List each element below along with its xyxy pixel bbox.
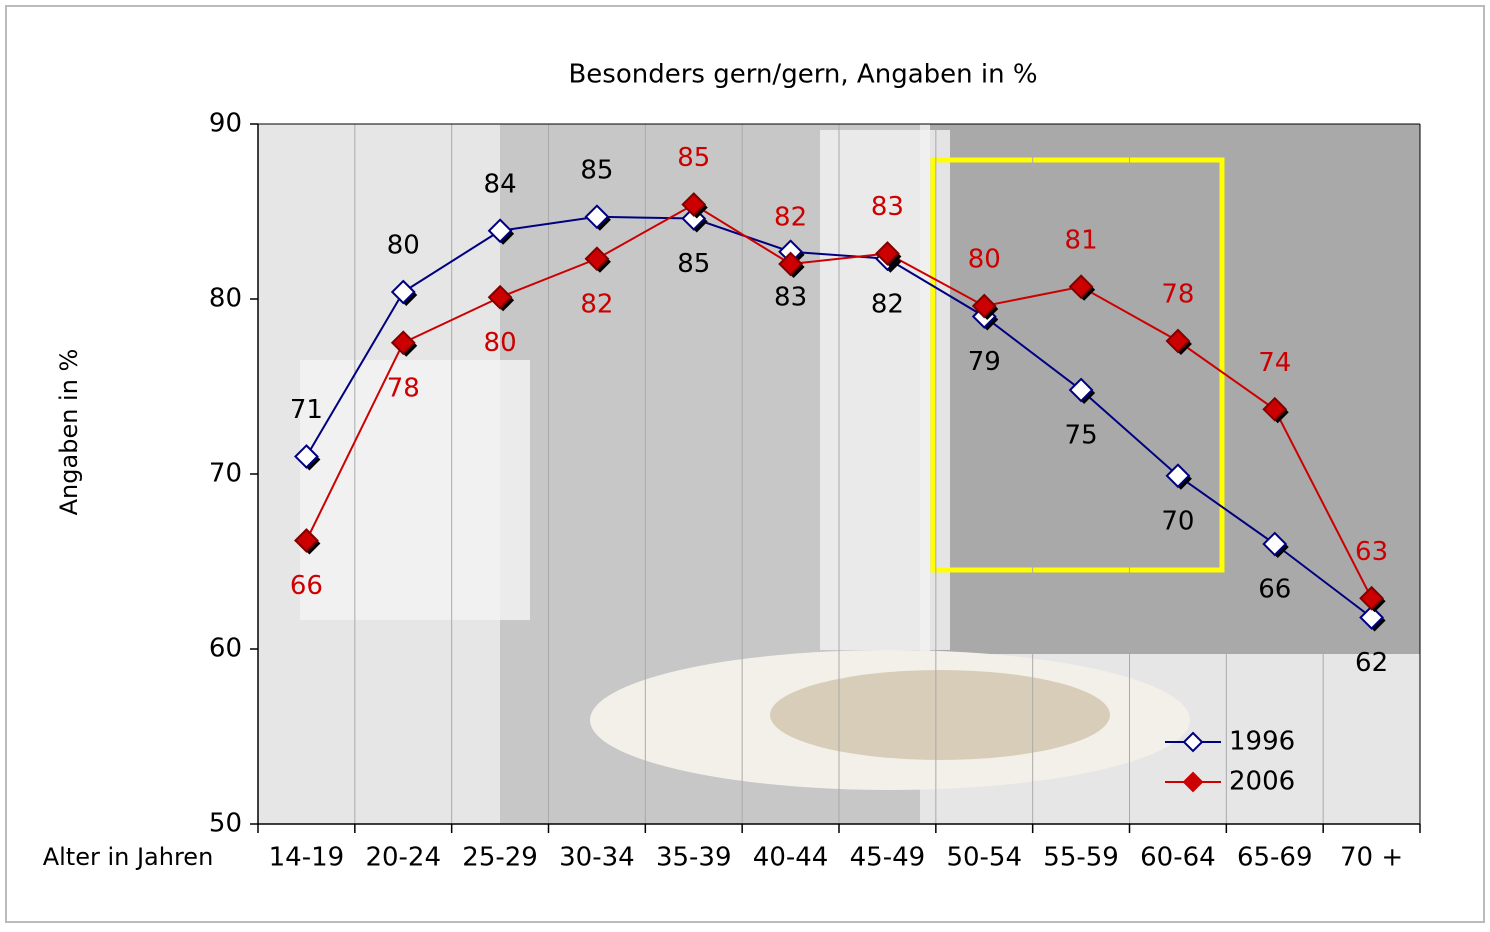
data-label: 80 xyxy=(387,231,420,261)
marker xyxy=(1165,463,1191,489)
data-label: 85 xyxy=(677,143,710,173)
data-label: 85 xyxy=(677,249,710,279)
marker xyxy=(1262,396,1288,422)
data-label: 85 xyxy=(580,155,613,185)
marker xyxy=(778,251,803,277)
data-label: 83 xyxy=(871,192,904,222)
x-tick-label: 25-29 xyxy=(462,843,538,873)
legend-label: 1996 xyxy=(1229,727,1295,757)
marker xyxy=(875,241,900,266)
marker xyxy=(1359,585,1384,611)
data-label: 83 xyxy=(774,282,807,312)
x-tick-label: 30-34 xyxy=(559,843,635,873)
marker xyxy=(487,284,513,310)
data-label: 62 xyxy=(1355,648,1388,678)
y-tick-label: 50 xyxy=(209,809,242,839)
marker xyxy=(1068,274,1094,300)
marker xyxy=(584,246,610,272)
highlight-box xyxy=(930,157,1225,573)
marker xyxy=(971,293,997,319)
legend-label: 2006 xyxy=(1229,767,1295,797)
y-tick-label: 80 xyxy=(209,284,242,314)
marker xyxy=(294,528,319,553)
marker xyxy=(390,279,416,305)
x-tick-label: 45-49 xyxy=(850,843,926,873)
data-label: 75 xyxy=(1065,421,1098,451)
x-axis-label: Alter in Jahren xyxy=(43,843,214,871)
x-tick-label: 20-24 xyxy=(365,843,441,873)
data-label: 66 xyxy=(290,571,323,601)
marker xyxy=(681,192,707,217)
marker xyxy=(487,218,513,244)
marker xyxy=(1068,377,1094,403)
x-tick-label: 65-69 xyxy=(1237,843,1313,873)
marker xyxy=(390,330,416,356)
legend-marker xyxy=(1182,771,1204,793)
x-tick-label: 70 + xyxy=(1340,843,1403,873)
data-label: 78 xyxy=(387,373,420,403)
chart-title: Besonders gern/gern, Angaben in % xyxy=(568,60,1037,90)
x-tick-label: 40-44 xyxy=(753,843,829,873)
marker xyxy=(584,204,610,230)
data-label: 84 xyxy=(484,169,517,199)
data-label: 74 xyxy=(1258,348,1291,378)
data-label: 78 xyxy=(1161,280,1194,310)
x-tick-label: 35-39 xyxy=(656,843,732,873)
marker xyxy=(1165,328,1191,354)
data-label: 70 xyxy=(1161,506,1194,536)
marker xyxy=(1359,605,1384,630)
data-label: 81 xyxy=(1065,225,1098,255)
marker xyxy=(1262,531,1288,557)
data-label: 82 xyxy=(871,289,904,319)
y-tick-label: 60 xyxy=(209,634,242,664)
series-line xyxy=(305,215,1373,619)
data-label: 80 xyxy=(484,328,517,358)
marker xyxy=(294,444,319,469)
x-tick-label: 55-59 xyxy=(1043,843,1119,873)
y-tick-label: 70 xyxy=(209,459,242,489)
y-tick-label: 90 xyxy=(209,109,242,139)
data-label: 82 xyxy=(580,289,613,319)
data-label: 71 xyxy=(290,395,323,425)
data-label: 79 xyxy=(968,347,1001,377)
x-tick-label: 60-64 xyxy=(1140,843,1216,873)
data-label: 66 xyxy=(1258,575,1291,605)
y-axis-label: Angaben in % xyxy=(55,349,83,516)
data-label: 80 xyxy=(968,245,1001,275)
x-tick-label: 14-19 xyxy=(269,843,345,873)
series-line xyxy=(305,203,1373,599)
legend-marker xyxy=(1182,731,1204,753)
data-label: 82 xyxy=(774,203,807,233)
data-label: 63 xyxy=(1355,537,1388,567)
x-tick-label: 50-54 xyxy=(946,843,1022,873)
